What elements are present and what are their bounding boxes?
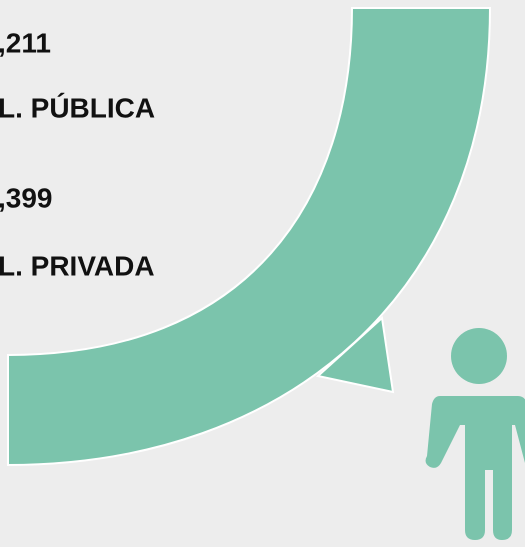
person-icon	[425, 328, 525, 540]
arc-shape	[7, 7, 492, 467]
label-text: L. PRIVADA	[0, 250, 155, 281]
person-body	[425, 396, 525, 540]
person-head	[451, 328, 507, 384]
value-text: ,211	[0, 27, 51, 58]
label-text: L. PÚBLICA	[0, 92, 155, 123]
value-text: ,399	[0, 182, 53, 213]
